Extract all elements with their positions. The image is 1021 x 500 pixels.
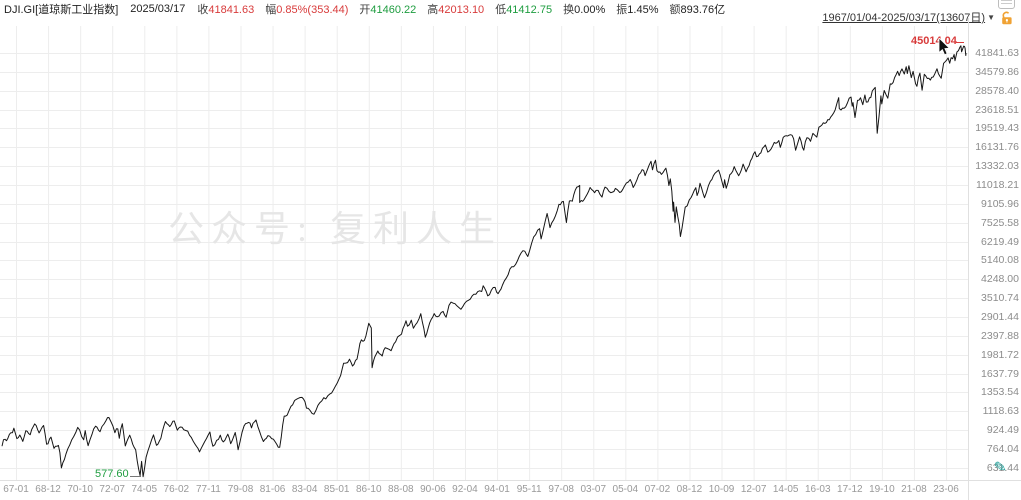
x-axis-tick: 10-09 xyxy=(708,484,735,495)
x-axis-tick: 90-06 xyxy=(420,484,446,495)
quote-field: 收41841.63 xyxy=(197,4,255,16)
x-axis-tick: 83-04 xyxy=(291,484,318,495)
y-axis-tick: 11018.21 xyxy=(975,178,1019,191)
x-axis-tick: 21-08 xyxy=(901,484,927,495)
quote-field: 换0.00% xyxy=(563,4,606,16)
y-axis-tick: 764.04 xyxy=(986,442,1019,455)
x-axis-tick: 03-07 xyxy=(580,484,607,495)
x-axis-tick: 67-01 xyxy=(3,484,29,495)
x-axis-tick: 70-10 xyxy=(67,484,93,495)
x-axis-tick: 19-10 xyxy=(869,484,895,495)
x-axis-tick: 88-08 xyxy=(388,484,414,495)
symbol-name[interactable]: DJI.GI[道琼斯工业指数] xyxy=(4,4,119,16)
quote-header: DJI.GI[道琼斯工业指数] 2025/03/17 收41841.63 幅0.8… xyxy=(0,0,1021,18)
x-axis-tick: 68-12 xyxy=(35,484,61,495)
x-axis-tick: 74-05 xyxy=(131,484,158,495)
y-axis-tick: 16131.76 xyxy=(975,141,1019,154)
y-axis-tick: 28578.40 xyxy=(975,84,1019,97)
y-axis-tick: 9105.96 xyxy=(981,197,1019,210)
y-axis-tick: 2397.88 xyxy=(981,329,1019,342)
y-axis-tick: 6219.49 xyxy=(981,235,1019,248)
x-axis-tick: 07-02 xyxy=(644,484,671,495)
x-axis-tick: 97-08 xyxy=(548,484,574,495)
x-axis-tick: 85-01 xyxy=(323,484,350,495)
y-axis-tick: 19519.43 xyxy=(975,122,1019,135)
y-axis-tick: 1637.79 xyxy=(981,367,1019,380)
price-line xyxy=(1,45,967,478)
date-range-selector[interactable]: 1967/01/04-2025/03/17(13607日) ▼ xyxy=(822,9,995,25)
y-axis-tick: 7525.58 xyxy=(981,216,1019,229)
y-axis-tick: 2901.44 xyxy=(981,310,1019,323)
screenshot-tool-icon[interactable] xyxy=(998,0,1015,9)
date-range-label[interactable]: 1967/01/04-2025/03/17(13607日) xyxy=(822,12,986,24)
low-pointer-line xyxy=(130,476,141,477)
x-axis-tick: 14-05 xyxy=(772,484,799,495)
y-axis-tick: 1353.54 xyxy=(981,386,1019,399)
y-axis-tick: 4248.00 xyxy=(981,273,1019,286)
pencil-annotate-icon[interactable]: ✎ xyxy=(992,458,1008,477)
y-axis-tick: 1118.63 xyxy=(982,405,1019,418)
x-axis-tick: 81-06 xyxy=(259,484,286,495)
mouse-cursor-icon xyxy=(938,38,951,56)
y-axis-tick: 13332.03 xyxy=(975,160,1019,173)
high-pointer-line xyxy=(956,42,964,43)
quote-field: 额893.76亿 xyxy=(669,4,726,16)
x-axis-tick: 86-10 xyxy=(355,484,382,495)
y-axis-tick: 41841.63 xyxy=(975,47,1019,59)
x-axis-tick: 17-12 xyxy=(837,484,863,495)
y-axis-tick: 34579.86 xyxy=(975,65,1019,78)
x-axis-tick: 12-07 xyxy=(740,484,767,495)
quote-fields: 收41841.63 幅0.85%(353.44) 开41460.22 高42013.1… xyxy=(197,1,736,17)
y-axis-tick: 5140.08 xyxy=(981,254,1019,267)
quote-field: 低41412.75 xyxy=(495,4,553,16)
y-axis-tick: 23618.51 xyxy=(975,103,1019,116)
quote-field: 振1.45% xyxy=(616,4,659,16)
low-value-label: 577.60 xyxy=(95,468,129,480)
x-axis-tick: 76-02 xyxy=(163,484,190,495)
y-axis-tick: 631.44 xyxy=(986,461,1019,474)
x-axis-tick: 16-03 xyxy=(804,484,831,495)
x-axis-tick: 23-06 xyxy=(933,484,959,495)
x-axis-tick: 92-04 xyxy=(452,484,478,495)
quote-date: 2025/03/17 xyxy=(130,3,186,15)
y-axis-tick: 3510.74 xyxy=(981,292,1019,305)
x-axis-tick: 94-01 xyxy=(484,484,510,495)
x-axis-tick: 79-08 xyxy=(227,484,254,495)
quote-field: 开41460.22 xyxy=(359,4,417,16)
x-axis-tick: 77-11 xyxy=(195,484,221,495)
y-axis-tick: 1981.72 xyxy=(981,348,1019,361)
x-axis-tick: 08-12 xyxy=(676,484,703,495)
x-axis-tick: 72-07 xyxy=(99,484,125,495)
unlock-icon[interactable] xyxy=(1000,11,1014,25)
x-axis-tick: 95-11 xyxy=(516,484,542,495)
chevron-down-icon[interactable]: ▼ xyxy=(987,12,995,22)
x-axis-tick: 05-04 xyxy=(612,484,639,495)
y-axis-tick: 924.49 xyxy=(986,424,1019,437)
quote-field: 高42013.10 xyxy=(427,4,485,16)
quote-field: 幅0.85%(353.44) xyxy=(265,4,349,16)
